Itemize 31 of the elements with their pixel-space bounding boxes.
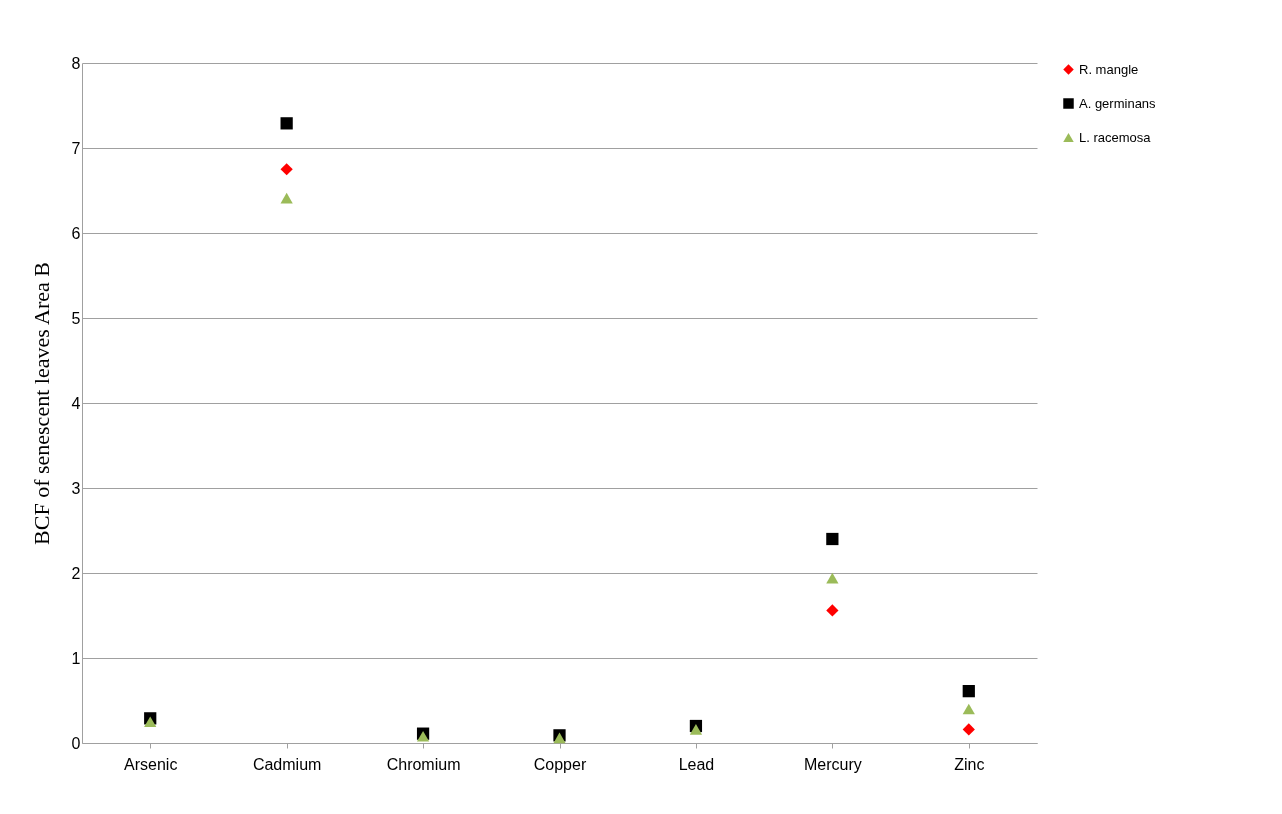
- legend-label: R. mangle: [1079, 61, 1139, 77]
- x-tick-label: Zinc: [954, 755, 985, 773]
- x-tick-label: Chromium: [386, 755, 461, 773]
- point: [826, 532, 839, 546]
- point: [689, 724, 703, 735]
- y-tick-label: 6: [71, 224, 81, 242]
- point: [280, 192, 293, 204]
- point: [280, 163, 293, 176]
- y-tick-label: 5: [71, 309, 81, 327]
- x-tick-label: Mercury: [803, 755, 862, 773]
- y-tick-label: 8: [71, 54, 81, 72]
- y-tick-label: 2: [71, 564, 81, 582]
- x-tick-label: Copper: [533, 755, 587, 773]
- y-tick-label: 3: [71, 479, 81, 497]
- x-tick-label: Arsenic: [124, 755, 178, 773]
- point: [962, 723, 975, 736]
- point: [826, 572, 839, 584]
- point: [962, 703, 975, 715]
- point: [280, 117, 293, 130]
- y-tick-label: 1: [71, 649, 81, 667]
- x-tick-label: Cadmium: [252, 755, 322, 773]
- legend-label: L. racemosa: [1079, 129, 1152, 145]
- x-tick-label: Lead: [678, 755, 715, 773]
- y-axis-title: BCF of senescent leaves Area B: [28, 262, 54, 545]
- y-tick-label: 7: [71, 139, 81, 157]
- point: [144, 716, 157, 728]
- point: [962, 685, 975, 698]
- legend-label: A. germinans: [1079, 95, 1157, 111]
- y-tick-label: 4: [71, 394, 81, 412]
- y-tick-label: 0: [71, 734, 81, 752]
- point: [826, 604, 839, 617]
